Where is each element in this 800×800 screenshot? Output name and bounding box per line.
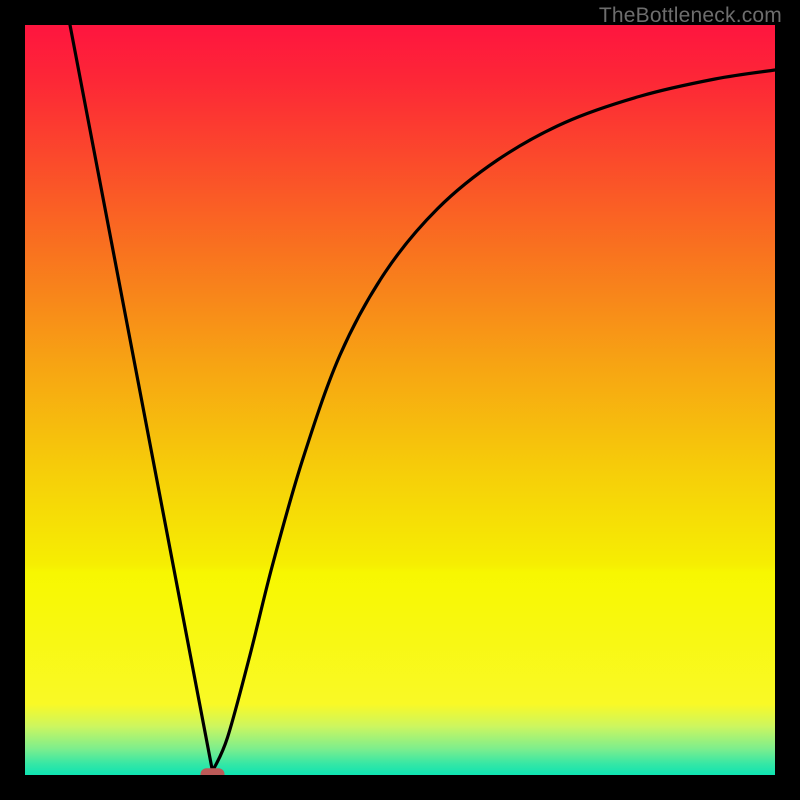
bottleneck-curve — [70, 25, 775, 771]
curve-layer — [25, 25, 775, 775]
dip-marker — [201, 768, 225, 775]
plot-area — [25, 25, 775, 775]
